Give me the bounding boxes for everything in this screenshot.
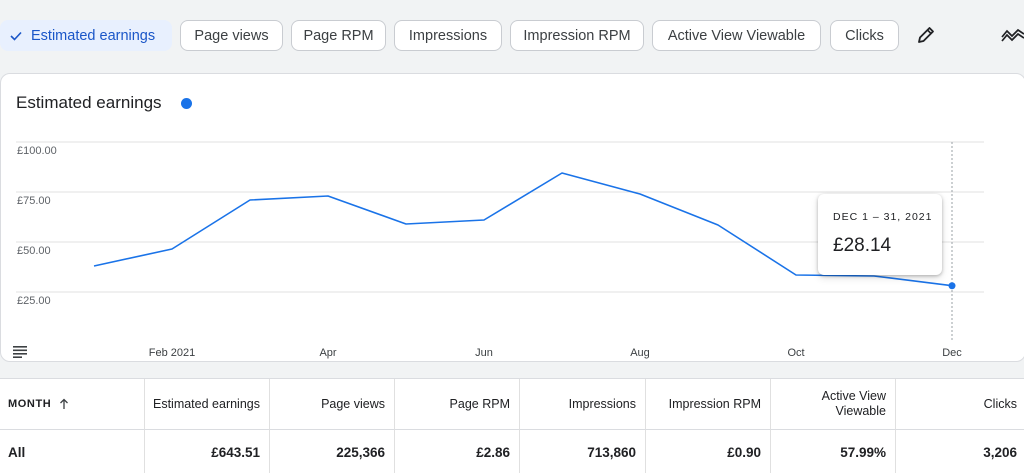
highlighted-point — [948, 282, 956, 290]
compare-button[interactable] — [1000, 22, 1024, 48]
chip-page-views[interactable]: Page views — [180, 20, 283, 51]
chart-title: Estimated earnings — [16, 93, 162, 112]
tooltip-date: DEC 1 – 31, 2021 — [833, 211, 933, 223]
chip-label: Page views — [194, 27, 269, 44]
x-tick-label: Aug — [630, 347, 650, 359]
chip-label: Active View Viewable — [667, 27, 806, 44]
header-label: Active View Viewable — [822, 389, 886, 419]
y-tick-label: £100.00 — [17, 145, 57, 157]
column-header-estimated-earnings[interactable]: Estimated earnings — [145, 379, 270, 429]
header-label: Impression RPM — [668, 397, 761, 411]
chip-label: Impressions — [408, 27, 488, 44]
chip-label: Clicks — [845, 27, 884, 44]
chip-label: Estimated earnings — [31, 27, 156, 44]
chip-label: Impression RPM — [523, 27, 631, 44]
y-tick-label: £75.00 — [17, 195, 51, 207]
header-label: Estimated earnings — [152, 397, 260, 411]
column-header-page-views[interactable]: Page views — [270, 379, 395, 429]
header-label: Page RPM — [449, 397, 510, 411]
column-header-impressions[interactable]: Impressions — [520, 379, 646, 429]
header-line: Viewable — [835, 404, 886, 418]
x-tick-label: Oct — [787, 347, 804, 359]
chip-impression-rpm[interactable]: Impression RPM — [510, 20, 644, 51]
chart-card: Estimated earnings £100.00 £75.00 £50.00 £2… — [0, 73, 1024, 362]
chip-page-rpm[interactable]: Page RPM — [291, 20, 386, 51]
arrow-up-icon — [60, 398, 69, 409]
table-cell-active-view-viewable: 57.99% — [771, 429, 896, 473]
table-cell-page-views: 225,366 — [270, 429, 395, 473]
table-cell-estimated-earnings: £643.51 — [145, 429, 270, 473]
x-tick-label: Apr — [319, 347, 336, 359]
column-header-page-rpm[interactable]: Page RPM — [395, 379, 520, 429]
edit-metrics-button[interactable] — [913, 22, 939, 48]
series-line — [93, 172, 953, 287]
y-tick-label: £50.00 — [17, 245, 51, 257]
column-header-active-view-viewable[interactable]: Active View Viewable — [771, 379, 896, 429]
header-label: Impressions — [568, 397, 636, 411]
table-cell-impression-rpm: £0.90 — [646, 429, 771, 473]
x-tick-label: Feb 2021 — [149, 347, 195, 359]
y-tick-label: £25.00 — [17, 295, 51, 307]
chip-label: Page RPM — [303, 27, 374, 44]
x-tick-label: Dec — [942, 347, 962, 359]
chip-active-view-viewable[interactable]: Active View Viewable — [652, 20, 821, 51]
table-rows-icon[interactable] — [13, 346, 27, 358]
x-tick-label: Jun — [475, 347, 493, 359]
chip-estimated-earnings[interactable]: Estimated earnings — [0, 20, 172, 51]
header-label: MONTH — [8, 398, 52, 410]
table-cell-month: All — [0, 429, 145, 473]
table-cell-page-rpm: £2.86 — [395, 429, 520, 473]
header-label: Clicks — [983, 397, 1017, 411]
chip-impressions[interactable]: Impressions — [394, 20, 502, 51]
column-header-impression-rpm[interactable]: Impression RPM — [646, 379, 771, 429]
report-table: MONTH Estimated earnings Page views Page… — [0, 378, 1024, 473]
table-cell-impressions: 713,860 — [520, 429, 646, 473]
header-line: Active View — [821, 389, 886, 403]
pencil-icon — [918, 27, 934, 43]
table-cell-clicks: 3,206 — [896, 429, 1024, 473]
trend-lines-icon — [1001, 28, 1024, 42]
column-header-clicks[interactable]: Clicks — [896, 379, 1024, 429]
metric-chip-bar: Estimated earnings Page views Page RPM I… — [0, 0, 1024, 72]
chip-clicks[interactable]: Clicks — [830, 20, 899, 51]
series-legend-dot — [181, 98, 192, 109]
tooltip-value: £28.14 — [833, 235, 892, 256]
chart-tooltip: DEC 1 – 31, 2021 £28.14 — [818, 194, 942, 275]
earnings-line-chart: £100.00 £75.00 £50.00 £25.00 Feb 2021 Apr Jun A… — [16, 141, 984, 359]
column-header-month[interactable]: MONTH — [0, 379, 145, 429]
check-icon — [10, 31, 22, 41]
header-label: Page views — [321, 397, 385, 411]
